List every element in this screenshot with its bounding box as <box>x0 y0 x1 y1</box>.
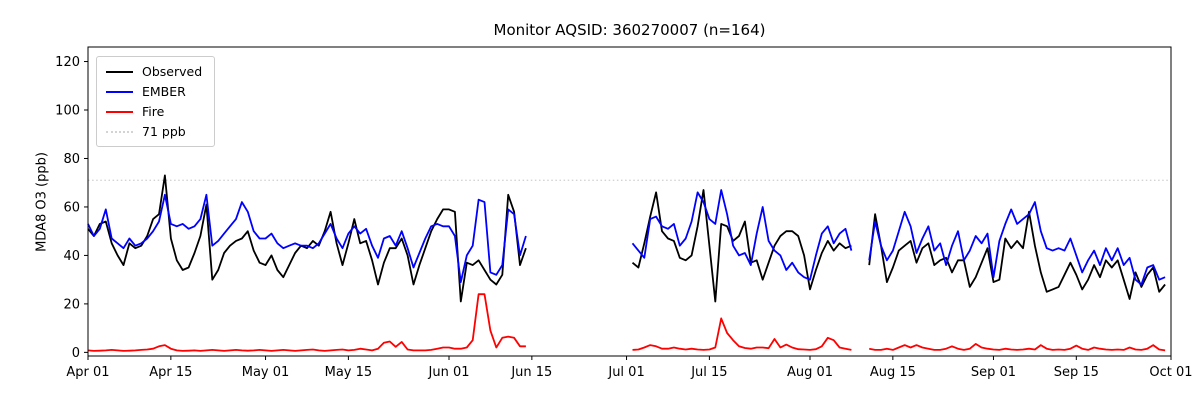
axes-spines <box>87 46 1172 357</box>
fire-line <box>869 343 1166 352</box>
ember-line <box>631 189 853 281</box>
observed-line <box>631 189 852 303</box>
legend-item-ember: EMBER <box>106 84 202 99</box>
legend-item-fire: Fire <box>106 104 202 119</box>
x-axis-tick-label: Aug 01 <box>787 365 833 380</box>
chart-title: Monitor AQSID: 360270007 (n=164) <box>493 21 766 39</box>
x-axis-tick-label: Jul 15 <box>690 365 727 380</box>
y-axis-tick-label: 40 <box>63 249 80 264</box>
ember-line <box>87 193 527 283</box>
legend-label-71ppb: 71 ppb <box>142 124 186 139</box>
observed-line <box>868 210 1166 300</box>
y-axis-tick-label: 20 <box>63 297 80 312</box>
x-axis-tick-label: Sep 01 <box>971 365 1016 380</box>
x-axis-tick-label: May 01 <box>242 365 290 380</box>
x-axis-tick-label: Oct 01 <box>1149 365 1192 380</box>
y-axis-tick-label: 120 <box>55 55 80 70</box>
x-axis-tick-label: Jun 15 <box>510 365 552 380</box>
fire-line-sample <box>106 110 133 113</box>
fire-line <box>87 293 526 352</box>
legend-item-observed: Observed <box>106 64 202 79</box>
legend-label-ember: EMBER <box>142 84 186 99</box>
observed-line <box>87 174 527 303</box>
y-axis-tick-label: 100 <box>55 104 80 119</box>
ember-line-sample <box>106 90 133 93</box>
x-axis-tick-label: Jul 01 <box>607 365 644 380</box>
ember-line <box>868 201 1166 286</box>
reference-line-sample <box>106 130 133 133</box>
x-axis-tick-label: Apr 15 <box>149 365 192 380</box>
fire-line <box>632 317 852 351</box>
y-axis-tick-label: 0 <box>72 346 80 361</box>
observed-line-sample <box>106 70 133 73</box>
legend-label-fire: Fire <box>142 104 165 119</box>
y-axis-tick-label: 60 <box>63 200 80 215</box>
legend-label-observed: Observed <box>142 64 203 79</box>
legend: Observed EMBER Fire 71 ppb <box>96 56 216 147</box>
x-axis-tick-label: Jun 01 <box>428 365 470 380</box>
x-axis-tick-label: Sep 15 <box>1054 365 1099 380</box>
legend-item-71ppb: 71 ppb <box>106 124 202 139</box>
y-axis-tick-label: 80 <box>63 152 80 167</box>
x-axis-tick-label: Apr 01 <box>66 365 109 380</box>
x-axis-tick-label: May 15 <box>325 365 373 380</box>
x-axis-tick-label: Aug 15 <box>870 365 916 380</box>
